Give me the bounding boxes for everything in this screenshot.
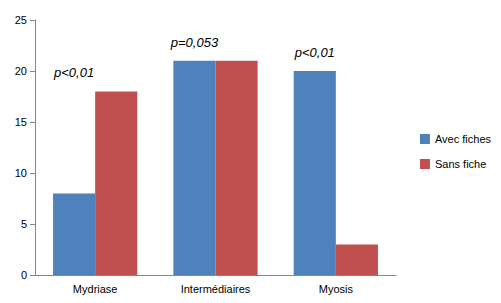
svg-text:p<0,01: p<0,01 (294, 45, 335, 60)
svg-text:Avec fiches: Avec fiches (435, 133, 492, 145)
svg-text:0: 0 (21, 269, 27, 281)
svg-text:10: 10 (15, 167, 27, 179)
svg-text:5: 5 (21, 218, 27, 230)
svg-text:Sans fiche: Sans fiche (435, 158, 486, 170)
svg-text:15: 15 (15, 116, 27, 128)
svg-text:p=0,053: p=0,053 (170, 35, 219, 50)
svg-text:p<0,01: p<0,01 (53, 65, 94, 80)
svg-text:20: 20 (15, 65, 27, 77)
svg-text:25: 25 (15, 14, 27, 26)
svg-text:Intermédiaires: Intermédiaires (181, 283, 251, 295)
svg-text:Mydriase: Mydriase (73, 283, 118, 295)
svg-text:Myosis: Myosis (319, 283, 354, 295)
